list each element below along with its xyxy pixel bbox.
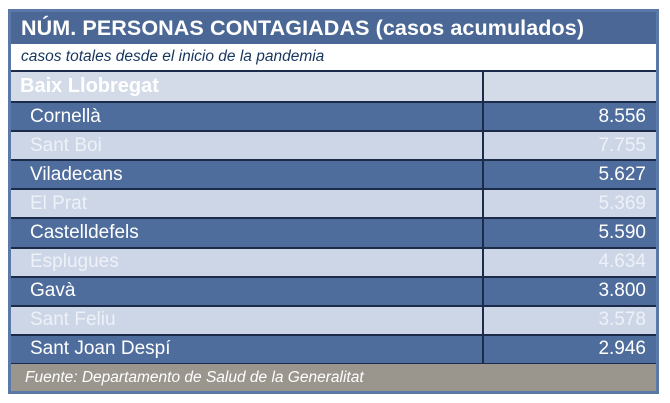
municipality-name: Esplugues	[11, 248, 484, 276]
municipality-name: El Prat	[11, 190, 484, 218]
cases-table: NÚM. PERSONAS CONTAGIADAS (casos acumula…	[8, 9, 659, 394]
case-count: 3.578	[598, 309, 646, 331]
table-row: Sant Boi 7.755	[11, 130, 656, 160]
case-count: 4.634	[598, 251, 646, 273]
case-count: 2.946	[598, 338, 646, 360]
region-header-row: Baix Llobregat	[11, 72, 656, 103]
municipality-name: Gavà	[11, 277, 484, 305]
municipality-name: Castelldefels	[11, 219, 484, 247]
subtitle: casos totales desde el inicio de la pand…	[11, 44, 656, 72]
table-row: Castelldefels 5.590	[11, 217, 656, 247]
table-row: El Prat 5.369	[11, 188, 656, 218]
case-count: 3.800	[598, 280, 646, 302]
table-row: Sant Joan Despí 2.946	[11, 333, 656, 363]
municipality-name: Sant Joan Despí	[11, 335, 484, 363]
source-footer: Fuente: Departamento de Salud de la Gene…	[11, 363, 656, 391]
case-count: 5.369	[598, 192, 646, 214]
table-row: Viladecans 5.627	[11, 159, 656, 189]
case-count: 8.556	[598, 105, 646, 127]
case-count: 5.627	[598, 163, 646, 185]
region-header-value-cell	[484, 72, 656, 101]
table-row: Gavà 3.800	[11, 275, 656, 305]
municipality-name: Sant Boi	[11, 132, 484, 160]
table-row: Cornellà 8.556	[11, 103, 656, 131]
case-count: 7.755	[598, 134, 646, 156]
region-header-label: Baix Llobregat	[11, 72, 484, 101]
municipality-name: Sant Feliu	[11, 306, 484, 334]
table-body: Cornellà 8.556 Sant Boi 7.755 Viladecans…	[11, 103, 656, 363]
table-row: Esplugues 4.634	[11, 246, 656, 276]
municipality-name: Viladecans	[11, 161, 484, 189]
page-title: NÚM. PERSONAS CONTAGIADAS (casos acumula…	[11, 12, 656, 44]
table-row: Sant Feliu 3.578	[11, 304, 656, 334]
case-count: 5.590	[598, 221, 646, 243]
municipality-name: Cornellà	[11, 103, 484, 131]
